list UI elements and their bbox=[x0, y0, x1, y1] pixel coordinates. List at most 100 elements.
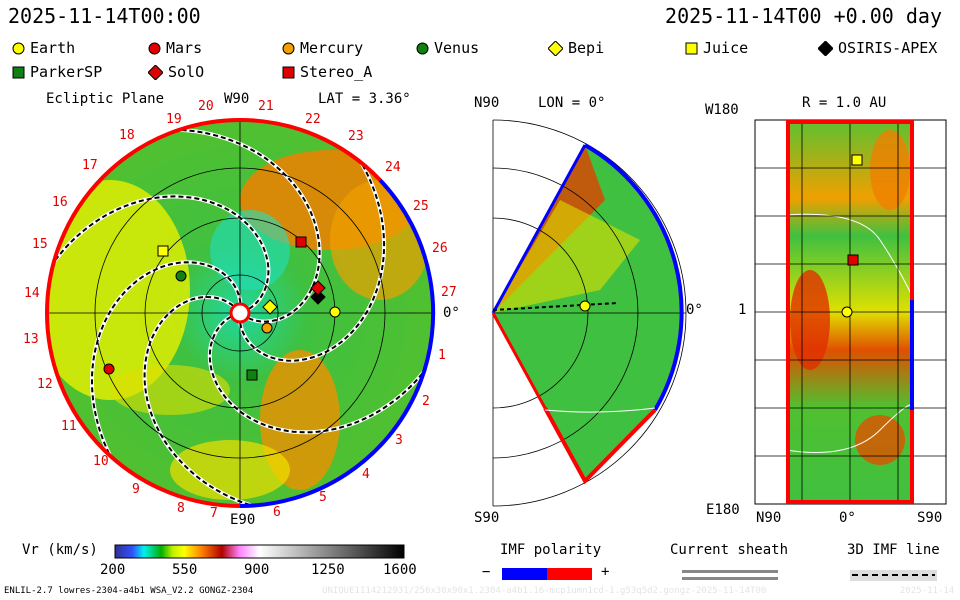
radial-top-left: W180 bbox=[705, 102, 739, 118]
lon-label: LON = 0° bbox=[538, 95, 606, 111]
stereo-a-position-marker bbox=[295, 236, 307, 248]
legend-item-stereo-a: Stereo_A bbox=[282, 64, 372, 81]
legend-label: SolO bbox=[168, 63, 205, 81]
legend-label: Venus bbox=[434, 39, 480, 57]
solo-position-marker bbox=[310, 280, 326, 296]
meridional-right-label: 0° bbox=[686, 302, 703, 318]
legend-item-parkersp: ParkerSP bbox=[12, 64, 102, 81]
diamond-marker-icon bbox=[548, 40, 563, 56]
legend-label: Stereo_A bbox=[300, 63, 373, 81]
earth-position-marker bbox=[329, 306, 341, 318]
carrington-longitude-label: 1 bbox=[438, 348, 446, 363]
ecliptic-polarity-left bbox=[44, 118, 241, 508]
earth-position-marker bbox=[579, 300, 591, 312]
carrington-longitude-label: 18 bbox=[119, 128, 135, 143]
carrington-longitude-label: 16 bbox=[52, 195, 68, 210]
radial-x-n90: N90 bbox=[756, 510, 782, 526]
square-marker-icon bbox=[12, 66, 25, 79]
carrington-longitude-label: 19 bbox=[166, 112, 182, 127]
diamond-marker-icon bbox=[148, 64, 163, 80]
carrington-longitude-label: 5 bbox=[319, 490, 327, 505]
radial-x-0: 0° bbox=[839, 510, 856, 526]
run-id: UNIQUE1114212931/256x30x90x1.2304-a4b1.1… bbox=[322, 586, 767, 596]
juice-position-marker bbox=[851, 154, 863, 166]
carrington-longitude-label: 24 bbox=[385, 160, 401, 175]
carrington-longitude-label: 20 bbox=[198, 99, 214, 114]
bepi-position-marker bbox=[262, 299, 278, 315]
imf-plus-label: + bbox=[601, 564, 610, 580]
colorbar-tick: 550 bbox=[172, 562, 198, 578]
imf-polarity-label: IMF polarity bbox=[500, 542, 602, 558]
time-label: 2025-11-14T00:00 bbox=[8, 4, 201, 28]
meridional-bottom-label: S90 bbox=[474, 510, 500, 526]
carrington-longitude-label: 9 bbox=[132, 482, 140, 497]
carrington-longitude-label: 2 bbox=[422, 394, 430, 409]
carrington-longitude-label: 22 bbox=[305, 112, 321, 127]
current-sheath-label: Current sheath bbox=[670, 542, 789, 558]
ecliptic-bottom-label: E90 bbox=[230, 512, 256, 528]
legend-item-mercury: Mercury bbox=[282, 40, 363, 57]
legend-label: Mars bbox=[166, 39, 203, 57]
diamond-marker-icon bbox=[818, 40, 833, 56]
carrington-longitude-label: 11 bbox=[61, 419, 77, 434]
legend-item-bepi: Bepi bbox=[548, 40, 604, 57]
circle-marker-icon bbox=[282, 42, 295, 55]
imf-line-label: 3D IMF line bbox=[847, 542, 940, 558]
imf-minus-label: − bbox=[482, 564, 491, 580]
radial-title: R = 1.0 AU bbox=[802, 95, 887, 111]
meridional-top-label: N90 bbox=[474, 95, 500, 111]
earth-position-marker bbox=[841, 306, 853, 318]
carrington-longitude-label: 10 bbox=[93, 454, 109, 469]
stereo-a-position-marker bbox=[847, 254, 859, 266]
colorbar-tick: 1600 bbox=[383, 562, 417, 578]
circle-marker-icon bbox=[12, 42, 25, 55]
colorbar-tick: 900 bbox=[244, 562, 270, 578]
legend-item-mars: Mars bbox=[148, 40, 202, 57]
square-marker-icon bbox=[685, 42, 698, 55]
carrington-longitude-label: 25 bbox=[413, 199, 429, 214]
imf-field-line bbox=[179, 128, 321, 323]
juice-position-marker bbox=[157, 245, 169, 257]
imf-field-line bbox=[90, 261, 242, 457]
carrington-longitude-label: 17 bbox=[82, 158, 98, 173]
carrington-longitude-label: 6 bbox=[273, 505, 281, 520]
radial-bottom-left: E180 bbox=[706, 502, 740, 518]
legend-item-solo: SolO bbox=[148, 64, 204, 81]
osiris-apex-position-marker bbox=[310, 289, 326, 305]
legend-item-venus: Venus bbox=[416, 40, 479, 57]
time-offset-label: 2025-11-14T00 +0.00 day bbox=[665, 4, 942, 28]
imf-field-line bbox=[208, 315, 425, 434]
carrington-longitude-label: 3 bbox=[395, 433, 403, 448]
legend-label: Bepi bbox=[568, 39, 605, 57]
footer-date: 2025-11-14 bbox=[900, 586, 955, 596]
lat-label: LAT = 3.36° bbox=[318, 91, 411, 107]
imf-field-line bbox=[53, 195, 270, 310]
sun-marker bbox=[229, 302, 251, 324]
imf-field-line bbox=[239, 162, 386, 362]
carrington-longitude-label: 8 bbox=[177, 501, 185, 516]
carrington-longitude-label: 4 bbox=[362, 467, 370, 482]
imf-positive-swatch bbox=[547, 568, 592, 580]
imf-field-line bbox=[143, 295, 253, 506]
carrington-longitude-label: 23 bbox=[348, 129, 364, 144]
legend-label: ParkerSP bbox=[30, 63, 103, 81]
legend-item-earth: Earth bbox=[12, 40, 75, 57]
legend-label: Earth bbox=[30, 39, 76, 57]
venus-position-marker bbox=[175, 270, 187, 282]
carrington-longitude-label: 14 bbox=[24, 286, 40, 301]
carrington-longitude-label: 26 bbox=[432, 241, 448, 256]
legend-item-juice: Juice bbox=[685, 40, 748, 57]
colorbar-tick: 200 bbox=[100, 562, 126, 578]
legend-label: Juice bbox=[703, 39, 749, 57]
ecliptic-top-label: W90 bbox=[224, 91, 250, 107]
legend-label: OSIRIS-APEX bbox=[838, 39, 938, 57]
model-info: ENLIL-2.7 lowres-2304-a4b1 WSA_V2.2 GONG… bbox=[4, 586, 254, 596]
mars-position-marker bbox=[103, 363, 115, 375]
velocity-colorbar bbox=[114, 544, 405, 559]
carrington-longitude-label: 13 bbox=[23, 332, 39, 347]
legend-label: Mercury bbox=[300, 39, 364, 57]
legend-item-osiris-apex: OSIRIS-APEX bbox=[818, 40, 937, 57]
colorbar-tick: 1250 bbox=[311, 562, 345, 578]
